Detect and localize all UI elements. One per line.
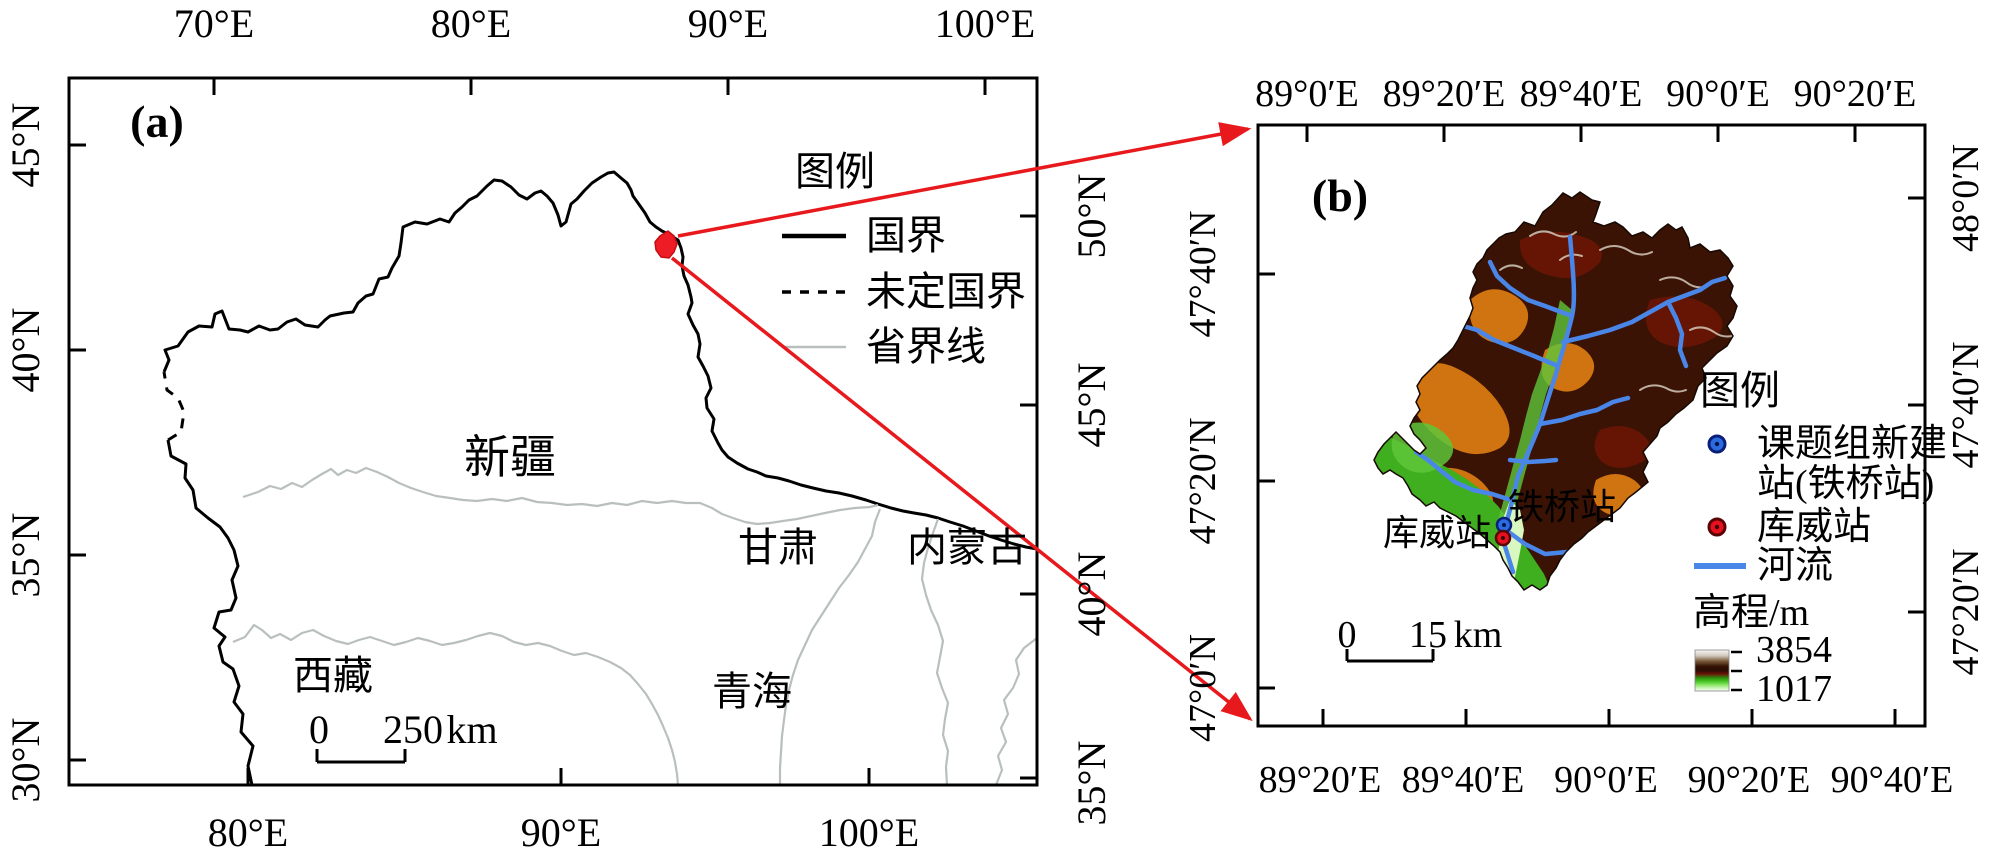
b-bottom-axis-3: 90°0′E bbox=[1554, 759, 1658, 801]
locator-arrow-top bbox=[677, 122, 1252, 238]
b-top-axis-1: 89°0′E bbox=[1255, 73, 1359, 115]
b-bottom-axis-5: 90°40′E bbox=[1830, 759, 1954, 801]
b-top-axis-4: 90°0′E bbox=[1666, 73, 1770, 115]
undetermined-border bbox=[162, 371, 186, 442]
a-left-axis-45n: 45°N bbox=[3, 102, 48, 188]
panel-a-map bbox=[162, 170, 1038, 786]
a-bottom-axis-90e: 90°E bbox=[520, 810, 602, 855]
legend-a-title: 图例 bbox=[795, 149, 875, 194]
legend-b-elevation-max: 3854 bbox=[1756, 629, 1832, 671]
b-right-axis-4740n: 47°40′N bbox=[1945, 341, 1987, 469]
station-label-kuwei: 库威站 bbox=[1382, 513, 1492, 553]
kuwei-station-dot-center bbox=[1501, 536, 1505, 540]
legend-a-item-undetermined-border: 未定国界 bbox=[866, 269, 1026, 314]
legend-b-graphics bbox=[1345, 434, 1746, 692]
legend-b-elevation-min: 1017 bbox=[1756, 668, 1832, 710]
region-qinghai: 青海 bbox=[712, 669, 792, 714]
legend-a-swatches bbox=[782, 233, 846, 349]
legend-a-item-national-border: 国界 bbox=[866, 213, 946, 258]
scalebar-a-unit: km bbox=[446, 707, 498, 752]
panel-b-frame bbox=[1256, 123, 1927, 728]
b-right-axis-480n: 48°0′N bbox=[1945, 144, 1987, 252]
b-top-axis-5: 90°20′E bbox=[1793, 73, 1917, 115]
legend-b-title: 图例 bbox=[1700, 368, 1780, 413]
b-right-axis-4720n: 47°20′N bbox=[1945, 548, 1987, 676]
b-left-axis-4740n: 47°40′N bbox=[1182, 210, 1224, 338]
region-xizang: 西藏 bbox=[293, 653, 373, 698]
a-left-axis-35n: 35°N bbox=[3, 512, 48, 598]
a-right-axis-35n: 35°N bbox=[1069, 740, 1114, 826]
panel-a-tag: (a) bbox=[130, 96, 184, 147]
national-border-north bbox=[162, 170, 1038, 551]
a-right-axis-40n: 40°N bbox=[1069, 551, 1114, 637]
a-bottom-axis-80e: 80°E bbox=[207, 810, 289, 855]
station-markers bbox=[1494, 516, 1513, 547]
legend-red-dot-center bbox=[1714, 524, 1720, 530]
legend-a-item-province-line: 省界线 bbox=[866, 324, 986, 369]
locator-arrows bbox=[670, 122, 1253, 722]
a-bottom-axis-100e: 100°E bbox=[818, 810, 920, 855]
study-area-marker bbox=[654, 230, 678, 259]
legend-b-item-kuwei: 库威站 bbox=[1757, 506, 1872, 548]
a-top-axis-70e: 70°E bbox=[173, 1, 255, 46]
national-border-west bbox=[166, 439, 255, 786]
b-bottom-axis-2: 89°40′E bbox=[1401, 759, 1525, 801]
b-left-axis-470n: 47°0′N bbox=[1182, 634, 1224, 742]
region-neimenggu: 内蒙古 bbox=[907, 525, 1027, 570]
province-borders bbox=[232, 466, 1038, 786]
a-right-axis-45n: 45°N bbox=[1069, 362, 1114, 448]
scalebar-a-max: 250 bbox=[383, 707, 443, 752]
region-gansu: 甘肃 bbox=[738, 525, 818, 570]
b-left-axis-4720n: 47°20′N bbox=[1182, 417, 1224, 545]
a-top-axis-90e: 90°E bbox=[687, 1, 769, 46]
scalebar-b-unit: km bbox=[1453, 614, 1503, 656]
a-left-axis-30n: 30°N bbox=[3, 717, 48, 803]
b-bottom-axis-1: 89°20′E bbox=[1258, 759, 1382, 801]
legend-b-elevation-title: 高程/m bbox=[1693, 592, 1810, 634]
scalebar-b-zero: 0 bbox=[1337, 614, 1357, 656]
scalebar-a-zero: 0 bbox=[309, 707, 329, 752]
b-top-axis-3: 89°40′E bbox=[1519, 73, 1643, 115]
rivers bbox=[1413, 234, 1728, 575]
b-bottom-axis-4: 90°20′E bbox=[1687, 759, 1811, 801]
a-top-axis-80e: 80°E bbox=[430, 1, 512, 46]
region-xinjiang: 新疆 bbox=[464, 432, 556, 483]
elevation-ramp-ticks bbox=[1731, 650, 1742, 692]
b-top-axis-2: 89°20′E bbox=[1382, 73, 1506, 115]
panel-a-frame bbox=[67, 76, 1039, 787]
legend-b-item-new-station-line2: 站(铁桥站) bbox=[1757, 463, 1935, 505]
station-label-tieqiao: 铁桥站 bbox=[1507, 487, 1617, 527]
scalebar-b-bar bbox=[1345, 649, 1435, 663]
legend-blue-dot-center bbox=[1714, 441, 1720, 447]
scalebar-a-bar bbox=[315, 749, 407, 764]
legend-b-item-river: 河流 bbox=[1757, 545, 1834, 587]
watershed-outline bbox=[1373, 191, 1738, 592]
panel-b-tag: (b) bbox=[1311, 170, 1369, 221]
legend-b-item-new-station-line1: 课题组新建 bbox=[1757, 423, 1948, 465]
scalebar-b-max: 15 bbox=[1409, 614, 1447, 656]
a-right-axis-50n: 50°N bbox=[1069, 173, 1114, 259]
elevation-ramp bbox=[1694, 649, 1730, 692]
locator-arrow-bottom bbox=[670, 256, 1253, 722]
tieqiao-station-dot-center bbox=[1502, 523, 1506, 527]
a-top-axis-100e: 100°E bbox=[934, 1, 1036, 46]
a-left-axis-40n: 40°N bbox=[3, 307, 48, 393]
